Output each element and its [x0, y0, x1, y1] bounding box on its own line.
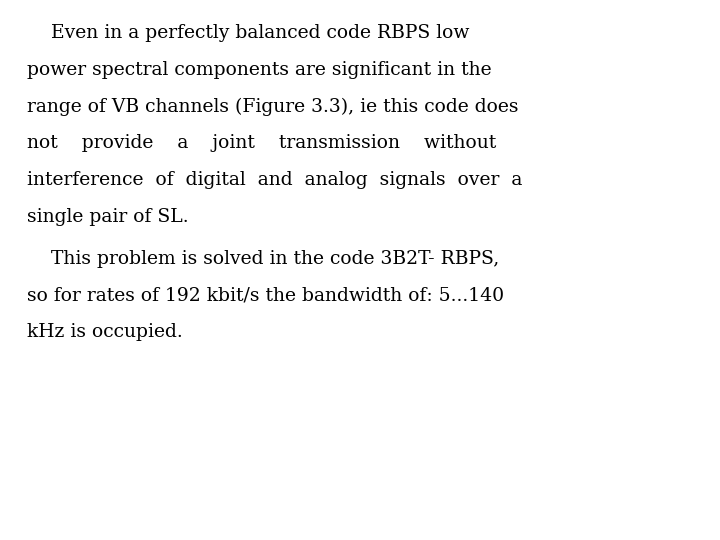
Text: interference  of  digital  and  analog  signals  over  a: interference of digital and analog signa… — [27, 171, 523, 189]
Text: single pair of SL.: single pair of SL. — [27, 208, 189, 226]
Text: Even in a perfectly balanced code RBPS low: Even in a perfectly balanced code RBPS l… — [27, 24, 469, 42]
Text: This problem is solved in the code 3B2T- RBPS,: This problem is solved in the code 3B2T-… — [27, 250, 500, 268]
Text: range of VB channels (Figure 3.3), ie this code does: range of VB channels (Figure 3.3), ie th… — [27, 98, 519, 116]
Text: not    provide    a    joint    transmission    without: not provide a joint transmission without — [27, 134, 497, 152]
Text: power spectral components are significant in the: power spectral components are significan… — [27, 61, 492, 79]
Text: kHz is occupied.: kHz is occupied. — [27, 323, 183, 341]
Text: so for rates of 192 kbit/s the bandwidth of: 5...140: so for rates of 192 kbit/s the bandwidth… — [27, 287, 505, 305]
